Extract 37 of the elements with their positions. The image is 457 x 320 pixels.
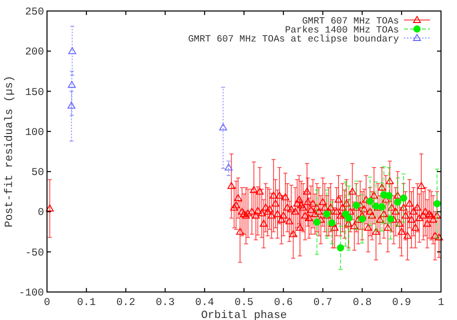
y-tick-label: 250 bbox=[25, 6, 44, 18]
x-tick-label: 0.9 bbox=[392, 297, 412, 309]
x-tick-label: 0.4 bbox=[195, 297, 214, 309]
y-tick-label: -100 bbox=[18, 288, 44, 300]
point bbox=[68, 80, 76, 88]
y-axis-title: Post-fit residuals (µs) bbox=[4, 76, 16, 228]
legend-label: GMRT 607 MHz TOAs bbox=[302, 16, 399, 26]
point bbox=[378, 203, 386, 210]
x-tick-label: 0.1 bbox=[76, 297, 96, 309]
point bbox=[345, 214, 352, 222]
legend-label: Parkes 1400 MHz TOAs bbox=[284, 24, 399, 36]
legend-label: GMRT 607 MHz TOAs at eclipse boundary bbox=[188, 34, 400, 44]
x-tick-label: 0.3 bbox=[156, 297, 175, 309]
y-tick-label: 200 bbox=[25, 46, 44, 59]
point bbox=[68, 47, 76, 54]
point bbox=[433, 200, 441, 208]
x-tick-label: 0.7 bbox=[313, 297, 332, 309]
point bbox=[219, 123, 228, 130]
x-tick-label: 1 bbox=[438, 297, 444, 309]
x-tick-label: 0.6 bbox=[274, 297, 293, 309]
point bbox=[313, 218, 320, 226]
point bbox=[336, 244, 344, 252]
point bbox=[372, 202, 380, 210]
x-tick-label: 0.5 bbox=[234, 297, 254, 309]
point bbox=[67, 102, 76, 109]
y-tick-label: 50 bbox=[31, 167, 44, 180]
point bbox=[224, 164, 233, 171]
point bbox=[400, 194, 408, 202]
y-tick-label: -50 bbox=[25, 247, 44, 260]
y-tick-label: 150 bbox=[25, 86, 44, 99]
x-axis-title: Orbital phase bbox=[201, 310, 287, 320]
y-tick-label: 0 bbox=[38, 207, 44, 220]
point bbox=[358, 215, 366, 223]
y-tick-label: 100 bbox=[25, 126, 44, 139]
x-tick-label: 0.2 bbox=[116, 297, 136, 309]
point bbox=[385, 192, 393, 200]
x-tick-label: 0.8 bbox=[352, 297, 372, 309]
